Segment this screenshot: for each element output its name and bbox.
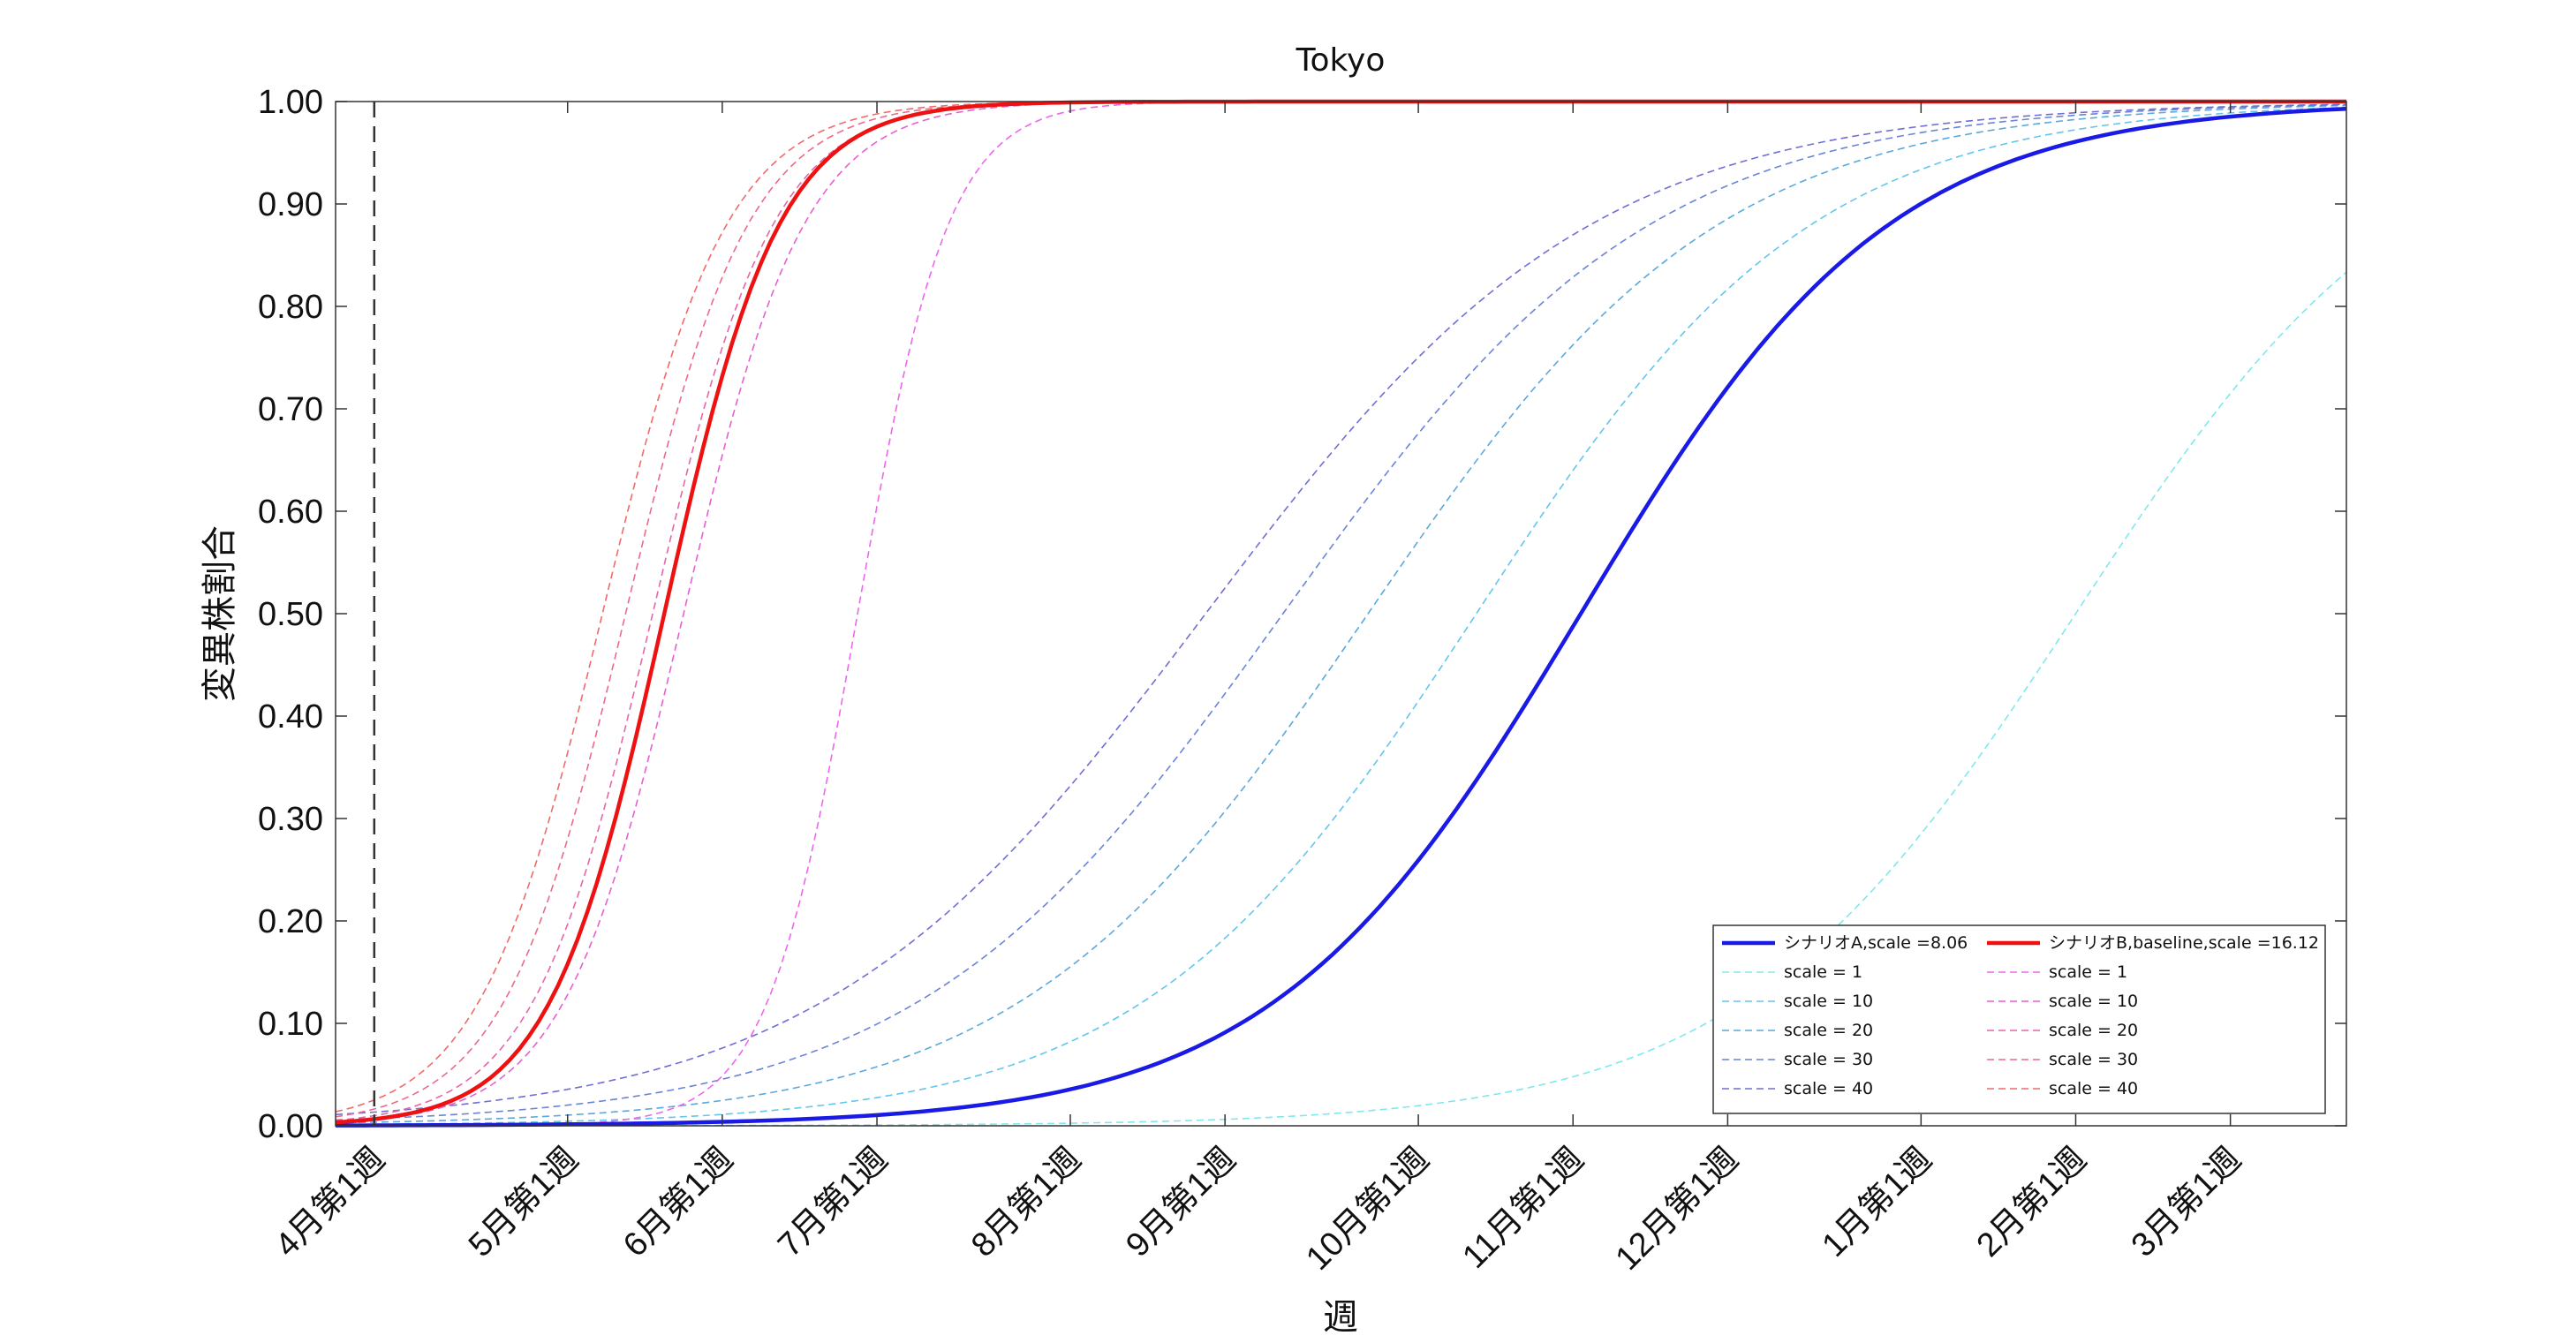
x-tick-label: 1月第1週 bbox=[1815, 1141, 1938, 1264]
x-tick-label: 7月第1週 bbox=[771, 1141, 895, 1264]
x-axis-label: 週 bbox=[1323, 1297, 1358, 1338]
series-line-4 bbox=[335, 103, 2347, 1121]
chart-title: Tokyo bbox=[1296, 42, 1386, 79]
y-tick-label: 0.00 bbox=[258, 1108, 323, 1145]
legend-entry-label: scale = 30 bbox=[1784, 1050, 1873, 1069]
legend: シナリオA,scale =8.06 scale = 1 scale = 10 scal… bbox=[1712, 924, 2326, 1114]
y-tick-label: 0.50 bbox=[258, 596, 323, 633]
legend-entry-label: シナリオB,baseline,scale =16.12 bbox=[2049, 933, 2319, 953]
x-tick-label: 2月第1週 bbox=[1970, 1141, 2094, 1264]
legend-entry-label: scale = 30 bbox=[2049, 1050, 2138, 1069]
x-tick-label: 12月第1週 bbox=[1609, 1141, 1746, 1278]
x-tick-label: 11月第1週 bbox=[1455, 1141, 1590, 1276]
y-tick-label: 0.80 bbox=[258, 289, 323, 326]
series-line-2 bbox=[335, 106, 2347, 1126]
x-tick-label: 8月第1週 bbox=[964, 1141, 1088, 1264]
y-tick-label: 0.90 bbox=[258, 186, 323, 223]
x-tick-label: 3月第1週 bbox=[2125, 1141, 2248, 1264]
legend-entry-label: scale = 1 bbox=[2049, 962, 2127, 982]
legend-entry-label: scale = 10 bbox=[1784, 992, 1873, 1011]
legend-entry-label: scale = 40 bbox=[1784, 1079, 1873, 1098]
x-tick-label: 6月第1週 bbox=[616, 1141, 740, 1264]
y-axis: 0.00 0.10 0.20 0.30 0.40 0.50 0.60 0.70 0.80 0.90… bbox=[258, 84, 2346, 1145]
y-tick-label: 0.10 bbox=[258, 1006, 323, 1043]
y-tick-label: 1.00 bbox=[258, 84, 323, 121]
y-tick-label: 0.20 bbox=[258, 903, 323, 940]
y-axis-label: 変異株割合 bbox=[200, 525, 240, 702]
legend-entry-label: scale = 20 bbox=[1784, 1021, 1873, 1040]
series-line-0 bbox=[336, 106, 2347, 1128]
y-tick-label: 0.40 bbox=[258, 698, 323, 736]
y-tick-label: 0.60 bbox=[258, 494, 323, 531]
legend-entry-label: scale = 20 bbox=[2049, 1021, 2138, 1040]
x-tick-label: 5月第1週 bbox=[462, 1141, 585, 1264]
legend-box bbox=[1712, 924, 2326, 1114]
legend-entry-label: シナリオA,scale =8.06 bbox=[1784, 933, 1968, 953]
series-line-3 bbox=[335, 104, 2347, 1124]
x-tick-label: 4月第1週 bbox=[268, 1141, 392, 1264]
series-line-5 bbox=[335, 103, 2347, 1116]
y-tick-label: 0.70 bbox=[258, 391, 323, 428]
x-tick-label: 9月第1週 bbox=[1119, 1141, 1243, 1264]
legend-entry-label: scale = 1 bbox=[1784, 962, 1862, 982]
legend-entry-label: scale = 40 bbox=[2049, 1079, 2138, 1098]
y-tick-label: 0.30 bbox=[258, 801, 323, 838]
legend-entry-label: scale = 10 bbox=[2049, 992, 2138, 1011]
x-tick-label: 10月第1週 bbox=[1299, 1141, 1436, 1278]
